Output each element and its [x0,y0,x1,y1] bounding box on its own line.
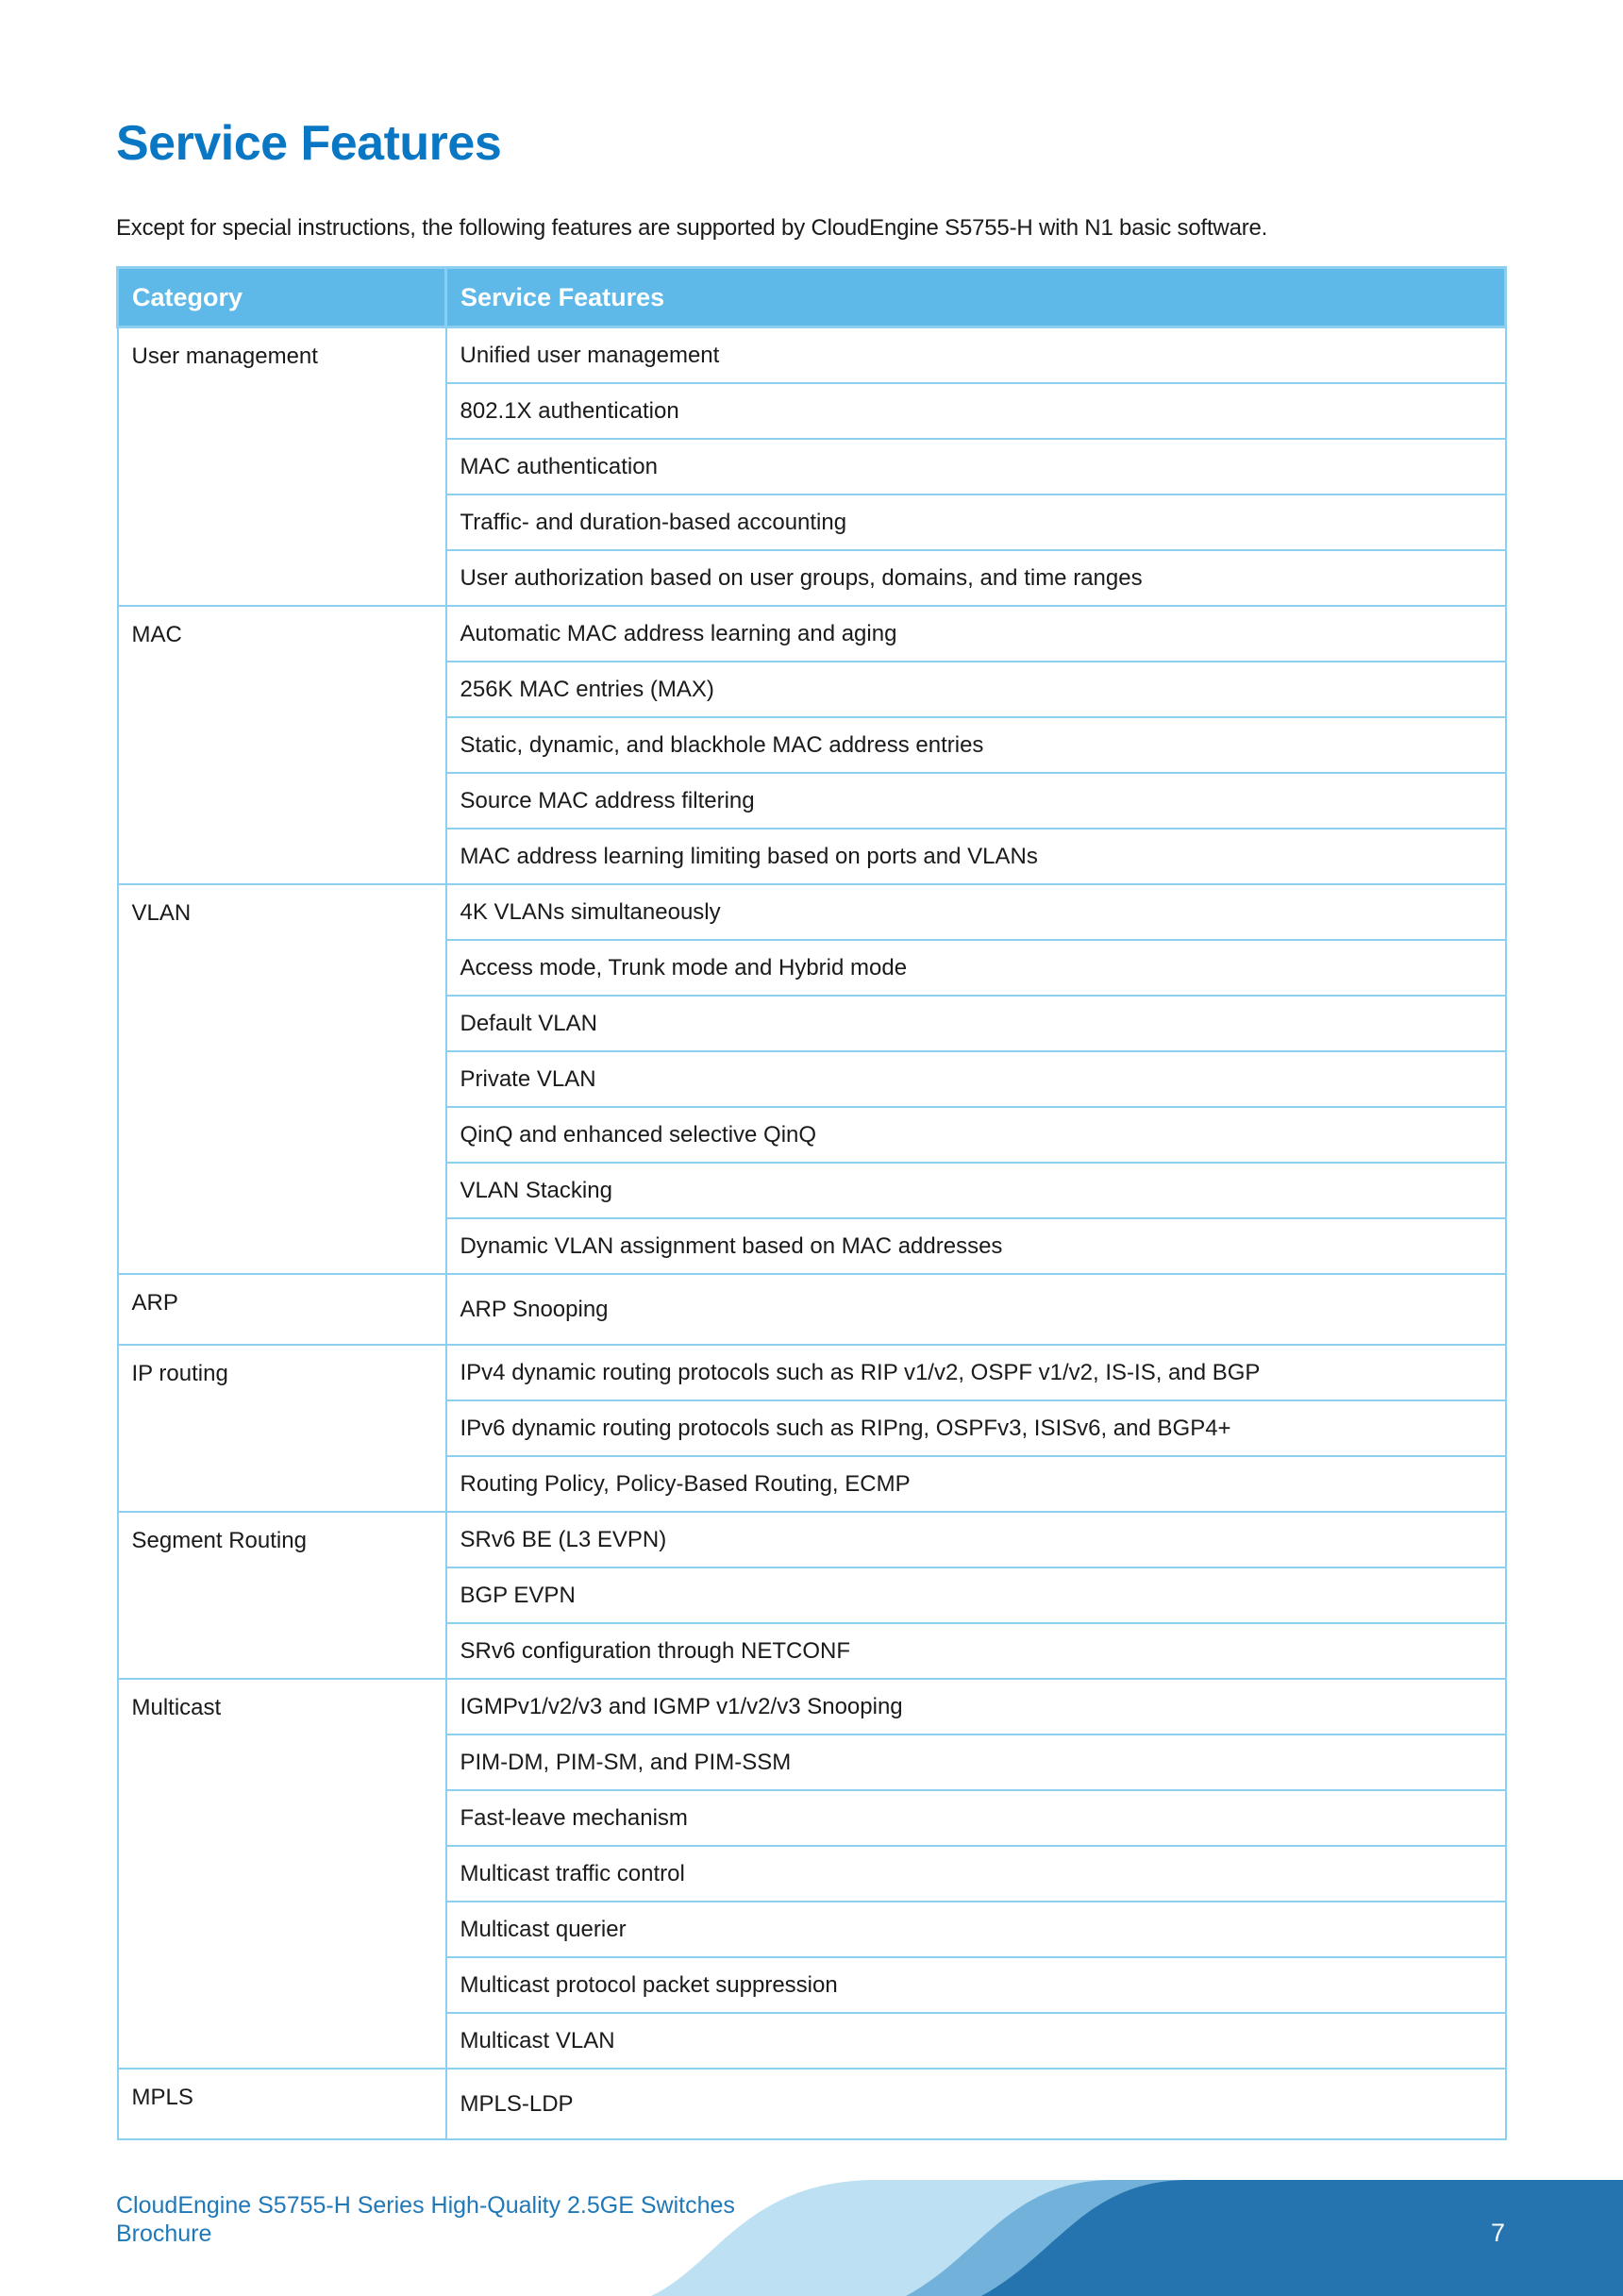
category-cell: Segment Routing [116,1511,447,1680]
table-row: Traffic- and duration-based accounting [118,494,1507,551]
feature-cell: User authorization based on user groups,… [444,549,1507,607]
feature-cell: MAC authentication [444,438,1507,495]
feature-cell: IPv6 dynamic routing protocols such as R… [444,1399,1507,1457]
table-row: ARP ARP Snooping [116,1273,1507,1346]
table-row: Multicast protocol packet suppression [118,1956,1507,2014]
feature-cell: SRv6 configuration through NETCONF [444,1622,1507,1680]
table-row: Segment Routing SRv6 BE (L3 EVPN) [116,1511,1507,1680]
table-row: PIM-DM, PIM-SM, and PIM-SSM [118,1734,1507,1791]
feature-cell: VLAN Stacking [444,1162,1507,1219]
category-cell: ARP [116,1273,447,1346]
feature-cell: Access mode, Trunk mode and Hybrid mode [444,939,1507,997]
service-features-table: Category Service Features User managemen… [116,266,1507,2140]
table-row: IPv6 dynamic routing protocols such as R… [118,1399,1507,1457]
feature-cell: MPLS-LDP [444,2068,1507,2140]
feature-cell: QinQ and enhanced selective QinQ [444,1106,1507,1164]
category-cell: User management [116,326,447,607]
feature-cell: IPv4 dynamic routing protocols such as R… [444,1344,1507,1401]
feature-cell: Multicast protocol packet suppression [444,1956,1507,2014]
feature-cell: PIM-DM, PIM-SM, and PIM-SSM [444,1734,1507,1791]
footer-doc-title: CloudEngine S5755-H Series High-Quality … [116,2191,735,2248]
feature-cell: Multicast VLAN [444,2012,1507,2070]
table-row: MAC address learning limiting based on p… [118,828,1507,885]
table-row: Routing Policy, Policy-Based Routing, EC… [118,1455,1507,1513]
feature-cell: MAC address learning limiting based on p… [444,828,1507,885]
feature-cell: Fast-leave mechanism [444,1789,1507,1847]
footer-wave-decoration [651,2180,1623,2296]
table-row: MAC Automatic MAC address learning and ag… [116,605,1507,885]
feature-cell: Private VLAN [444,1050,1507,1108]
table-row: Fast-leave mechanism [118,1789,1507,1847]
feature-cell: 4K VLANs simultaneously [444,883,1507,941]
intro-text: Except for special instructions, the fol… [116,215,1268,241]
table-row: MAC authentication [118,438,1507,495]
feature-cell: Source MAC address filtering [444,772,1507,830]
category-cell: IP routing [116,1344,447,1513]
feature-cell: IGMPv1/v2/v3 and IGMP v1/v2/v3 Snooping [444,1678,1507,1735]
feature-cell: BGP EVPN [444,1567,1507,1624]
feature-cell: Traffic- and duration-based accounting [444,494,1507,551]
page-number: 7 [1491,2219,1506,2247]
table-row: User authorization based on user groups,… [118,549,1507,607]
footer-line-2: Brochure [116,2221,212,2247]
page-title: Service Features [116,116,502,171]
table-row: VLAN 4K VLANs simultaneously [116,883,1507,1275]
header-category: Category [116,266,447,328]
table-row: Static, dynamic, and blackhole MAC addre… [118,716,1507,774]
feature-cell: Unified user management [444,326,1507,384]
wave-dark [981,2180,1623,2296]
table-row: Multicast VLAN [118,2012,1507,2070]
feature-cell: Automatic MAC address learning and aging [444,605,1507,662]
table-row: Source MAC address filtering [118,772,1507,830]
table-row: Private VLAN [118,1050,1507,1108]
feature-cell: 256K MAC entries (MAX) [444,661,1507,718]
feature-cell: ARP Snooping [444,1273,1507,1346]
table-row: Default VLAN [118,995,1507,1052]
feature-cell: Static, dynamic, and blackhole MAC addre… [444,716,1507,774]
table-row: BGP EVPN [118,1567,1507,1624]
table-row: 256K MAC entries (MAX) [118,661,1507,718]
feature-cell: Multicast querier [444,1901,1507,1958]
table-row: MPLS MPLS-LDP [116,2068,1507,2140]
feature-cell: Dynamic VLAN assignment based on MAC add… [444,1217,1507,1275]
table-row: Dynamic VLAN assignment based on MAC add… [118,1217,1507,1275]
feature-cell: Routing Policy, Policy-Based Routing, EC… [444,1455,1507,1513]
category-cell: MPLS [116,2068,447,2140]
category-cell: Multicast [116,1678,447,2070]
table-row: Multicast IGMPv1/v2/v3 and IGMP v1/v2/v3 … [116,1678,1507,2070]
table-row: QinQ and enhanced selective QinQ [118,1106,1507,1164]
table-row: VLAN Stacking [118,1162,1507,1219]
feature-cell: 802.1X authentication [444,382,1507,440]
category-cell: VLAN [116,883,447,1275]
table-row: Multicast traffic control [118,1845,1507,1902]
footer-line-1: CloudEngine S5755-H Series High-Quality … [116,2192,735,2219]
table-row: 802.1X authentication [118,382,1507,440]
table-row: IP routing IPv4 dynamic routing protocols… [116,1344,1507,1513]
table-row: SRv6 configuration through NETCONF [118,1622,1507,1680]
feature-cell: Default VLAN [444,995,1507,1052]
header-service-features: Service Features [444,266,1507,328]
table-row: Access mode, Trunk mode and Hybrid mode [118,939,1507,997]
feature-cell: SRv6 BE (L3 EVPN) [444,1511,1507,1568]
feature-cell: Multicast traffic control [444,1845,1507,1902]
table-header-row: Category Service Features [116,266,1507,328]
category-cell: MAC [116,605,447,885]
table-row: User management Unified user management [116,326,1507,607]
table-row: Multicast querier [118,1901,1507,1958]
